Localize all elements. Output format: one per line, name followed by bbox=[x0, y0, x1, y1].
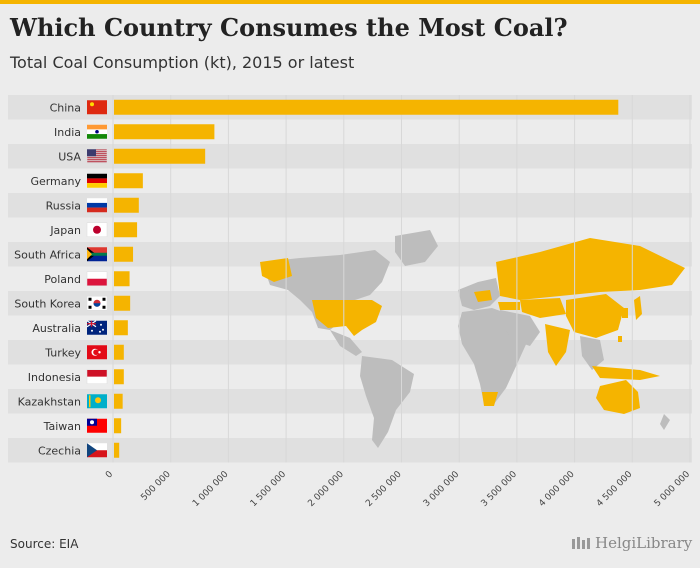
category-label: India bbox=[54, 126, 81, 139]
map-north-america bbox=[262, 250, 390, 330]
map-russia-highlight bbox=[496, 238, 685, 300]
logo-text: HelgiLibrary bbox=[595, 534, 693, 552]
category-label: Germany bbox=[30, 175, 81, 188]
map-kazakhstan-highlight bbox=[520, 298, 566, 318]
category-label: Turkey bbox=[44, 346, 81, 359]
map-south-africa-highlight bbox=[482, 392, 498, 406]
category-label: South Africa bbox=[14, 248, 81, 261]
flags bbox=[86, 100, 108, 458]
map-australia-highlight bbox=[596, 380, 640, 414]
x-tick-labels: 0 500 000 1 000 000 1 500 000 2 000 000 2 500… bbox=[104, 469, 692, 509]
category-labels: China India USA Germany Russia Japan South Afr… bbox=[14, 101, 81, 457]
category-label: Taiwan bbox=[43, 420, 81, 433]
category-label: China bbox=[50, 101, 81, 114]
map-new-zealand bbox=[660, 414, 670, 430]
bar bbox=[114, 418, 122, 434]
poland-flag-icon bbox=[86, 271, 108, 286]
world-map-background bbox=[260, 230, 685, 448]
x-tick-label: 1 500 000 bbox=[249, 469, 289, 509]
category-label: Japan bbox=[49, 224, 81, 237]
category-label: USA bbox=[58, 150, 81, 163]
map-indonesia-highlight bbox=[592, 366, 660, 380]
bar bbox=[114, 222, 138, 238]
map-japan-highlight bbox=[634, 296, 642, 320]
australia-flag-icon bbox=[86, 320, 107, 335]
category-label: Czechia bbox=[38, 444, 81, 457]
source-note: Source: EIA bbox=[10, 537, 79, 551]
bar bbox=[114, 320, 128, 336]
row-band bbox=[8, 389, 692, 414]
bar bbox=[114, 148, 206, 164]
usa-flag-icon bbox=[86, 149, 108, 164]
x-tick-label: 5 000 000 bbox=[653, 469, 693, 509]
category-label: South Korea bbox=[14, 297, 81, 310]
bar bbox=[114, 271, 130, 287]
helgi-library-logo: HelgiLibrary bbox=[571, 534, 692, 552]
bar bbox=[114, 197, 139, 213]
map-turkey-highlight bbox=[498, 302, 520, 310]
row-band bbox=[8, 144, 692, 169]
category-label: Poland bbox=[44, 273, 81, 286]
x-tick-label: 500 000 bbox=[139, 469, 173, 503]
bar bbox=[114, 246, 134, 262]
chart-subtitle: Total Coal Consumption (kt), 2015 or lat… bbox=[10, 53, 355, 72]
x-tick-label: 3 000 000 bbox=[422, 469, 462, 509]
category-label: Australia bbox=[32, 322, 81, 335]
x-tick-label: 0 bbox=[104, 469, 115, 480]
kazakhstan-flag-icon bbox=[87, 394, 107, 409]
map-middle-east bbox=[500, 310, 540, 346]
bar bbox=[114, 344, 124, 360]
bar bbox=[114, 295, 131, 311]
bar bbox=[114, 442, 120, 458]
bar bbox=[114, 173, 143, 189]
turkey-flag-icon bbox=[87, 345, 107, 360]
x-tick-label: 3 500 000 bbox=[480, 469, 520, 509]
chart-title: Which Country Consumes the Most Coal? bbox=[10, 13, 568, 42]
map-germany-poland-highlight bbox=[474, 290, 492, 302]
category-label: Indonesia bbox=[28, 371, 81, 384]
map-usa-highlight bbox=[312, 300, 382, 336]
czechia-flag-icon bbox=[87, 443, 107, 458]
map-greenland bbox=[395, 230, 438, 266]
russia-flag-icon bbox=[87, 198, 107, 213]
x-tick-label: 4 500 000 bbox=[595, 469, 635, 509]
taiwan-flag-icon bbox=[87, 418, 107, 433]
category-label: Kazakhstan bbox=[18, 395, 81, 408]
germany-flag-icon bbox=[87, 173, 107, 188]
japan-flag-icon bbox=[86, 222, 108, 237]
indonesia-flag-icon bbox=[86, 369, 108, 384]
map-china-highlight bbox=[566, 294, 624, 338]
row-band bbox=[8, 438, 692, 463]
bars bbox=[114, 99, 619, 458]
map-korea-highlight bbox=[622, 308, 628, 318]
bar bbox=[114, 369, 124, 385]
x-tick-label: 2 000 000 bbox=[306, 469, 346, 509]
x-tick-label: 4 000 000 bbox=[537, 469, 577, 509]
x-tick-label: 2 500 000 bbox=[364, 469, 404, 509]
bar bbox=[114, 124, 215, 140]
map-central-america bbox=[330, 330, 362, 356]
map-india-highlight bbox=[545, 324, 570, 366]
map-south-america bbox=[360, 356, 414, 448]
top-accent-bar bbox=[0, 0, 700, 4]
row-band bbox=[8, 193, 692, 218]
category-label: Russia bbox=[46, 199, 81, 212]
south-korea-flag-icon bbox=[86, 296, 108, 311]
map-alaska-highlight bbox=[260, 258, 292, 282]
library-icon bbox=[572, 537, 590, 549]
india-flag-icon bbox=[87, 124, 107, 139]
map-taiwan-highlight bbox=[618, 336, 622, 342]
map-southeast-asia bbox=[580, 336, 604, 370]
bar bbox=[114, 393, 123, 409]
x-tick-label: 1 000 000 bbox=[191, 469, 231, 509]
bar bbox=[114, 99, 619, 115]
china-flag-icon bbox=[87, 100, 107, 115]
south-africa-flag-icon bbox=[87, 247, 107, 262]
